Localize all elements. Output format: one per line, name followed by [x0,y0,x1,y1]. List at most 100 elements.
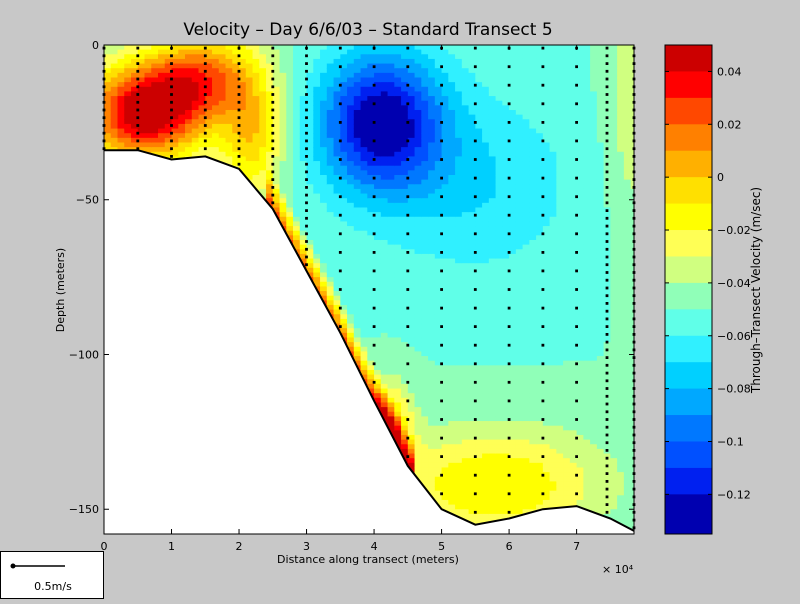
velocity-cell [549,495,557,501]
velocity-cell [549,360,557,366]
velocity-cell [360,328,368,334]
velocity-cell [299,63,308,69]
velocity-cell [522,416,530,422]
velocity-cell [340,267,348,274]
velocity-cell [360,63,368,69]
velocity-cell [374,356,382,362]
velocity-cell [502,212,510,218]
velocity-cell [556,486,564,492]
velocity-cell [509,281,517,287]
velocity-cell [515,281,524,287]
velocity-cell [394,198,402,204]
velocity-cell [212,142,220,148]
velocity-cell [414,421,422,427]
velocity-cell [549,239,557,246]
velocity-cell [394,291,402,297]
velocity-cell [360,161,368,167]
velocity-cell [272,128,281,134]
velocity-cell [515,360,524,366]
velocity-cell [596,499,605,506]
velocity-cell [124,68,132,74]
velocity-cell [549,207,557,213]
velocity-cell [583,170,591,176]
velocity-cell [549,253,557,260]
velocity-cell [569,346,578,352]
velocity-cell [482,379,490,385]
velocity-cell [407,137,416,144]
velocity-cell [279,49,287,55]
velocity-cell [414,444,422,450]
velocity-cell [536,472,544,478]
velocity-cell [590,277,598,283]
velocity-cell [360,174,368,181]
velocity-cell [576,63,584,69]
velocity-cell [353,314,362,320]
velocity-cell [212,63,220,69]
velocity-cell [488,267,497,274]
velocity-cell [488,407,497,413]
velocity-cell [401,58,409,65]
velocity-cell [455,170,463,176]
velocity-cell [212,147,220,153]
velocity-cell [556,346,564,352]
velocity-cell [151,91,159,97]
velocity-cell [455,476,463,482]
velocity-cell [387,360,395,366]
velocity-cell [603,467,611,473]
velocity-cell [455,54,463,60]
velocity-cell [596,45,605,51]
velocity-cell [401,207,409,213]
velocity-cell [603,212,611,218]
velocity-cell [488,277,497,283]
velocity-cell [225,77,233,83]
velocity-cell [421,86,429,93]
velocity-cell [488,49,497,55]
velocity-cell [421,109,429,116]
velocity-cell [218,68,227,74]
velocity-cell [529,374,537,380]
velocity-cell [407,114,416,120]
velocity-cell [482,513,490,520]
velocity-cell [104,63,112,69]
velocity-cell [549,462,557,469]
velocity-cell [333,314,341,320]
velocity-cell [482,490,490,496]
velocity-cell [299,235,308,241]
velocity-cell [387,393,395,399]
velocity-cell [394,314,402,320]
velocity-cell [428,388,436,394]
velocity-cell [522,142,530,148]
velocity-cell [407,369,416,376]
velocity-cell [596,318,605,325]
velocity-cell [137,119,146,125]
velocity-cell [407,202,416,209]
velocity-cell [542,123,551,130]
velocity-cell [549,165,557,171]
velocity-cell [434,360,443,366]
velocity-cell [441,416,449,422]
velocity-cell [502,304,510,311]
velocity-cell [596,509,605,515]
velocity-cell [401,425,409,431]
velocity-cell [414,216,422,223]
velocity-cell [333,318,341,325]
velocity-cell [495,397,503,404]
velocity-cell [407,365,416,371]
velocity-cell [320,105,328,111]
velocity-cell [596,212,605,218]
velocity-cell [576,291,584,297]
velocity-cell [563,165,571,171]
velocity-cell [259,77,267,83]
velocity-cell [569,402,578,408]
velocity-cell [387,374,395,380]
velocity-cell [563,96,571,102]
velocity-cell [488,161,497,167]
velocity-cell [488,82,497,88]
velocity-cell [482,226,490,232]
velocity-cell [191,119,200,125]
velocity-cell [515,328,524,334]
velocity-cell [522,499,530,506]
velocity-cell [225,68,233,74]
velocity-cell [266,170,274,176]
velocity-cell [414,430,422,436]
